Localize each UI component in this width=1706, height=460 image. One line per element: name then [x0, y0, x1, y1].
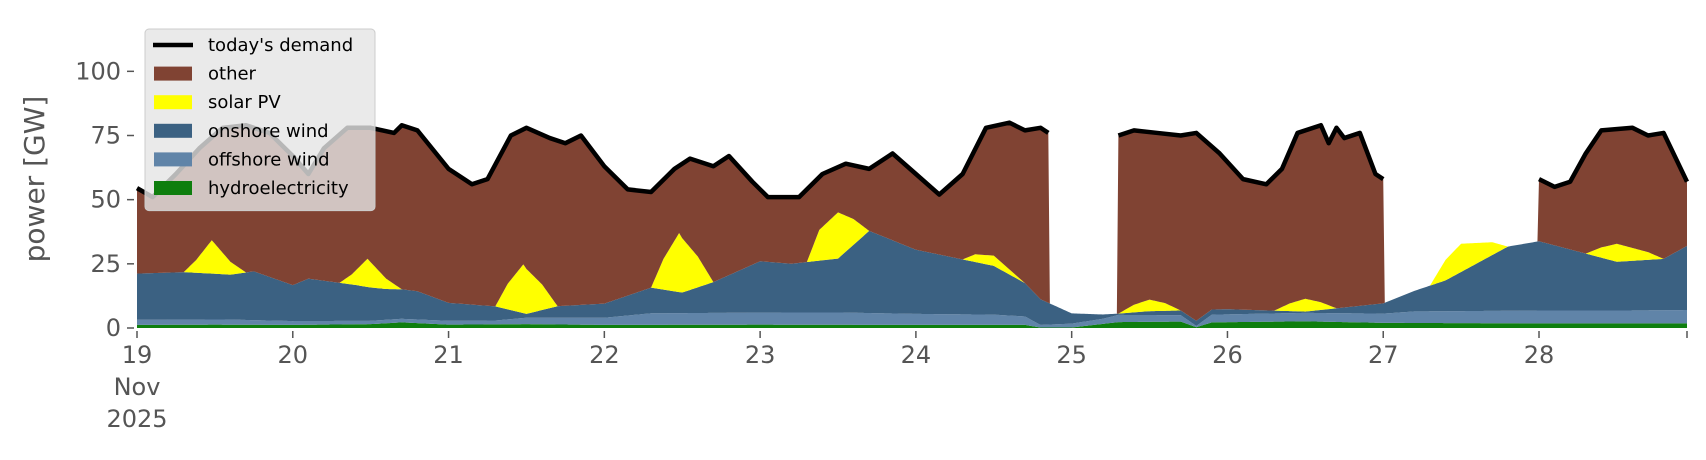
legend-label: hydroelectricity: [208, 178, 349, 199]
x-tick-label-24: 24: [901, 341, 932, 369]
x-tick-year-label: 2025: [106, 405, 167, 433]
area-other: [137, 122, 1687, 321]
x-axis: 19 Nov 2025 20 21 22 23 24 25 26 27 28: [106, 331, 1688, 433]
legend-item-today-s-demand: today's demand: [153, 35, 353, 56]
area-onshore-wind: [137, 230, 1687, 326]
x-tick-label-22: 22: [589, 341, 620, 369]
legend-item-hydroelectricity: hydroelectricity: [154, 178, 349, 199]
legend-box: [144, 28, 376, 212]
x-tick-label-25: 25: [1056, 341, 1087, 369]
x-tick-month-label: Nov: [114, 373, 161, 401]
y-tick-label-50: 50: [90, 186, 121, 214]
area-hydroelectricity: [137, 321, 1687, 328]
legend-label: onshore wind: [208, 121, 329, 142]
legend-item-other: other: [154, 64, 257, 85]
stacked-areas: [137, 122, 1687, 328]
legend-swatch-patch: [154, 123, 192, 138]
x-tick-label-20: 20: [278, 341, 309, 369]
y-axis-label: power [GW]: [18, 96, 51, 263]
x-tick-label-27: 27: [1368, 341, 1399, 369]
y-tick-label-0: 0: [106, 314, 121, 342]
legend-swatch-patch: [154, 152, 192, 167]
legend-swatch-patch: [154, 95, 192, 110]
x-tick-label-26: 26: [1212, 341, 1243, 369]
x-tick-label-23: 23: [745, 341, 776, 369]
legend-label: solar PV: [208, 92, 281, 113]
demand-line-segment-2: [1117, 122, 1385, 187]
x-tick-label-19: 19: [122, 341, 153, 369]
y-tick-label-25: 25: [90, 250, 121, 278]
legend-item-onshore-wind: onshore wind: [154, 121, 329, 142]
y-tick-label-75: 75: [90, 122, 121, 150]
legend-swatch-patch: [154, 66, 192, 81]
demand-line-segment-3: [1538, 125, 1690, 190]
legend-item-solar-pv: solar PV: [154, 92, 281, 113]
legend-item-offshore-wind: offshore wind: [154, 149, 330, 170]
x-tick-label-21: 21: [433, 341, 464, 369]
legend-label: other: [208, 64, 257, 85]
y-tick-label-100: 100: [75, 57, 121, 85]
legend-label: today's demand: [208, 35, 353, 56]
legend-label: offshore wind: [208, 149, 330, 170]
y-axis: 0 25 50 75 100: [75, 57, 134, 342]
area-solar-pv: [137, 212, 1687, 321]
legend: today's demand other solar PV onshore wind o…: [144, 28, 376, 212]
legend-swatch-patch: [154, 181, 192, 195]
x-tick-label-28: 28: [1524, 341, 1555, 369]
area-offshore-wind: [137, 310, 1687, 328]
